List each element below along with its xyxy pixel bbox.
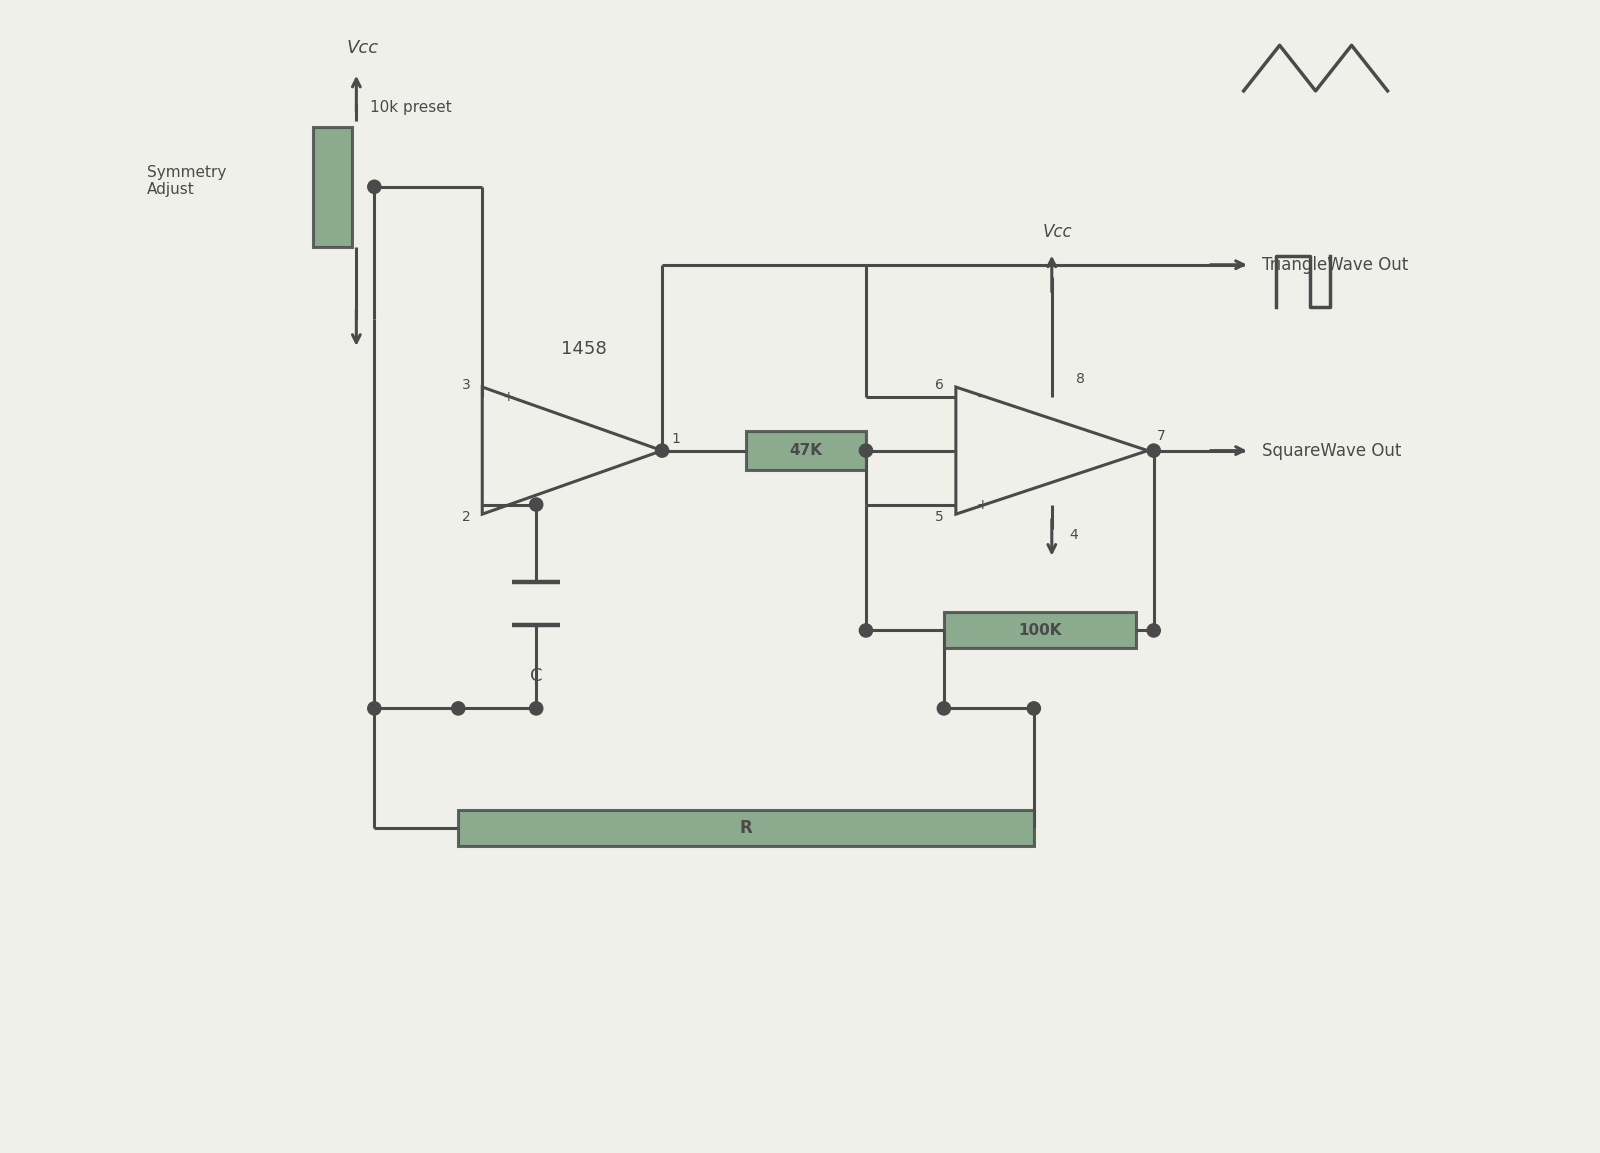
Text: Vcc: Vcc xyxy=(1043,223,1072,241)
Text: Vcc: Vcc xyxy=(346,39,379,58)
Text: 6: 6 xyxy=(934,378,944,392)
Circle shape xyxy=(368,180,381,194)
FancyBboxPatch shape xyxy=(458,811,1034,846)
Text: 1: 1 xyxy=(672,431,680,445)
Circle shape xyxy=(938,702,950,715)
Text: −: − xyxy=(502,498,515,512)
Text: +: + xyxy=(502,390,515,404)
Circle shape xyxy=(530,498,542,511)
Text: 3: 3 xyxy=(461,378,470,392)
Text: 1458: 1458 xyxy=(562,340,606,357)
Text: 7: 7 xyxy=(1157,429,1166,443)
Text: +: + xyxy=(976,498,989,512)
Circle shape xyxy=(1147,444,1160,458)
Text: 47K: 47K xyxy=(789,443,822,458)
FancyBboxPatch shape xyxy=(944,612,1136,648)
Circle shape xyxy=(656,444,669,458)
Text: C: C xyxy=(530,668,542,685)
Text: R: R xyxy=(739,820,752,837)
Text: 5: 5 xyxy=(934,510,944,523)
Text: Symmetry
Adjust: Symmetry Adjust xyxy=(147,165,226,197)
Circle shape xyxy=(859,624,872,638)
Text: TriangleWave Out: TriangleWave Out xyxy=(1262,256,1408,273)
Circle shape xyxy=(451,702,466,715)
Circle shape xyxy=(1147,624,1160,638)
Text: 4: 4 xyxy=(1070,528,1078,542)
Text: SquareWave Out: SquareWave Out xyxy=(1262,442,1402,460)
FancyBboxPatch shape xyxy=(314,127,352,247)
Text: −: − xyxy=(976,390,989,404)
Circle shape xyxy=(530,702,542,715)
Circle shape xyxy=(859,444,872,458)
Text: 100K: 100K xyxy=(1018,623,1061,638)
Text: 8: 8 xyxy=(1075,371,1085,385)
Circle shape xyxy=(368,702,381,715)
Text: 2: 2 xyxy=(461,510,470,523)
Text: 10k preset: 10k preset xyxy=(370,100,451,115)
FancyBboxPatch shape xyxy=(746,431,866,469)
Circle shape xyxy=(1027,702,1040,715)
